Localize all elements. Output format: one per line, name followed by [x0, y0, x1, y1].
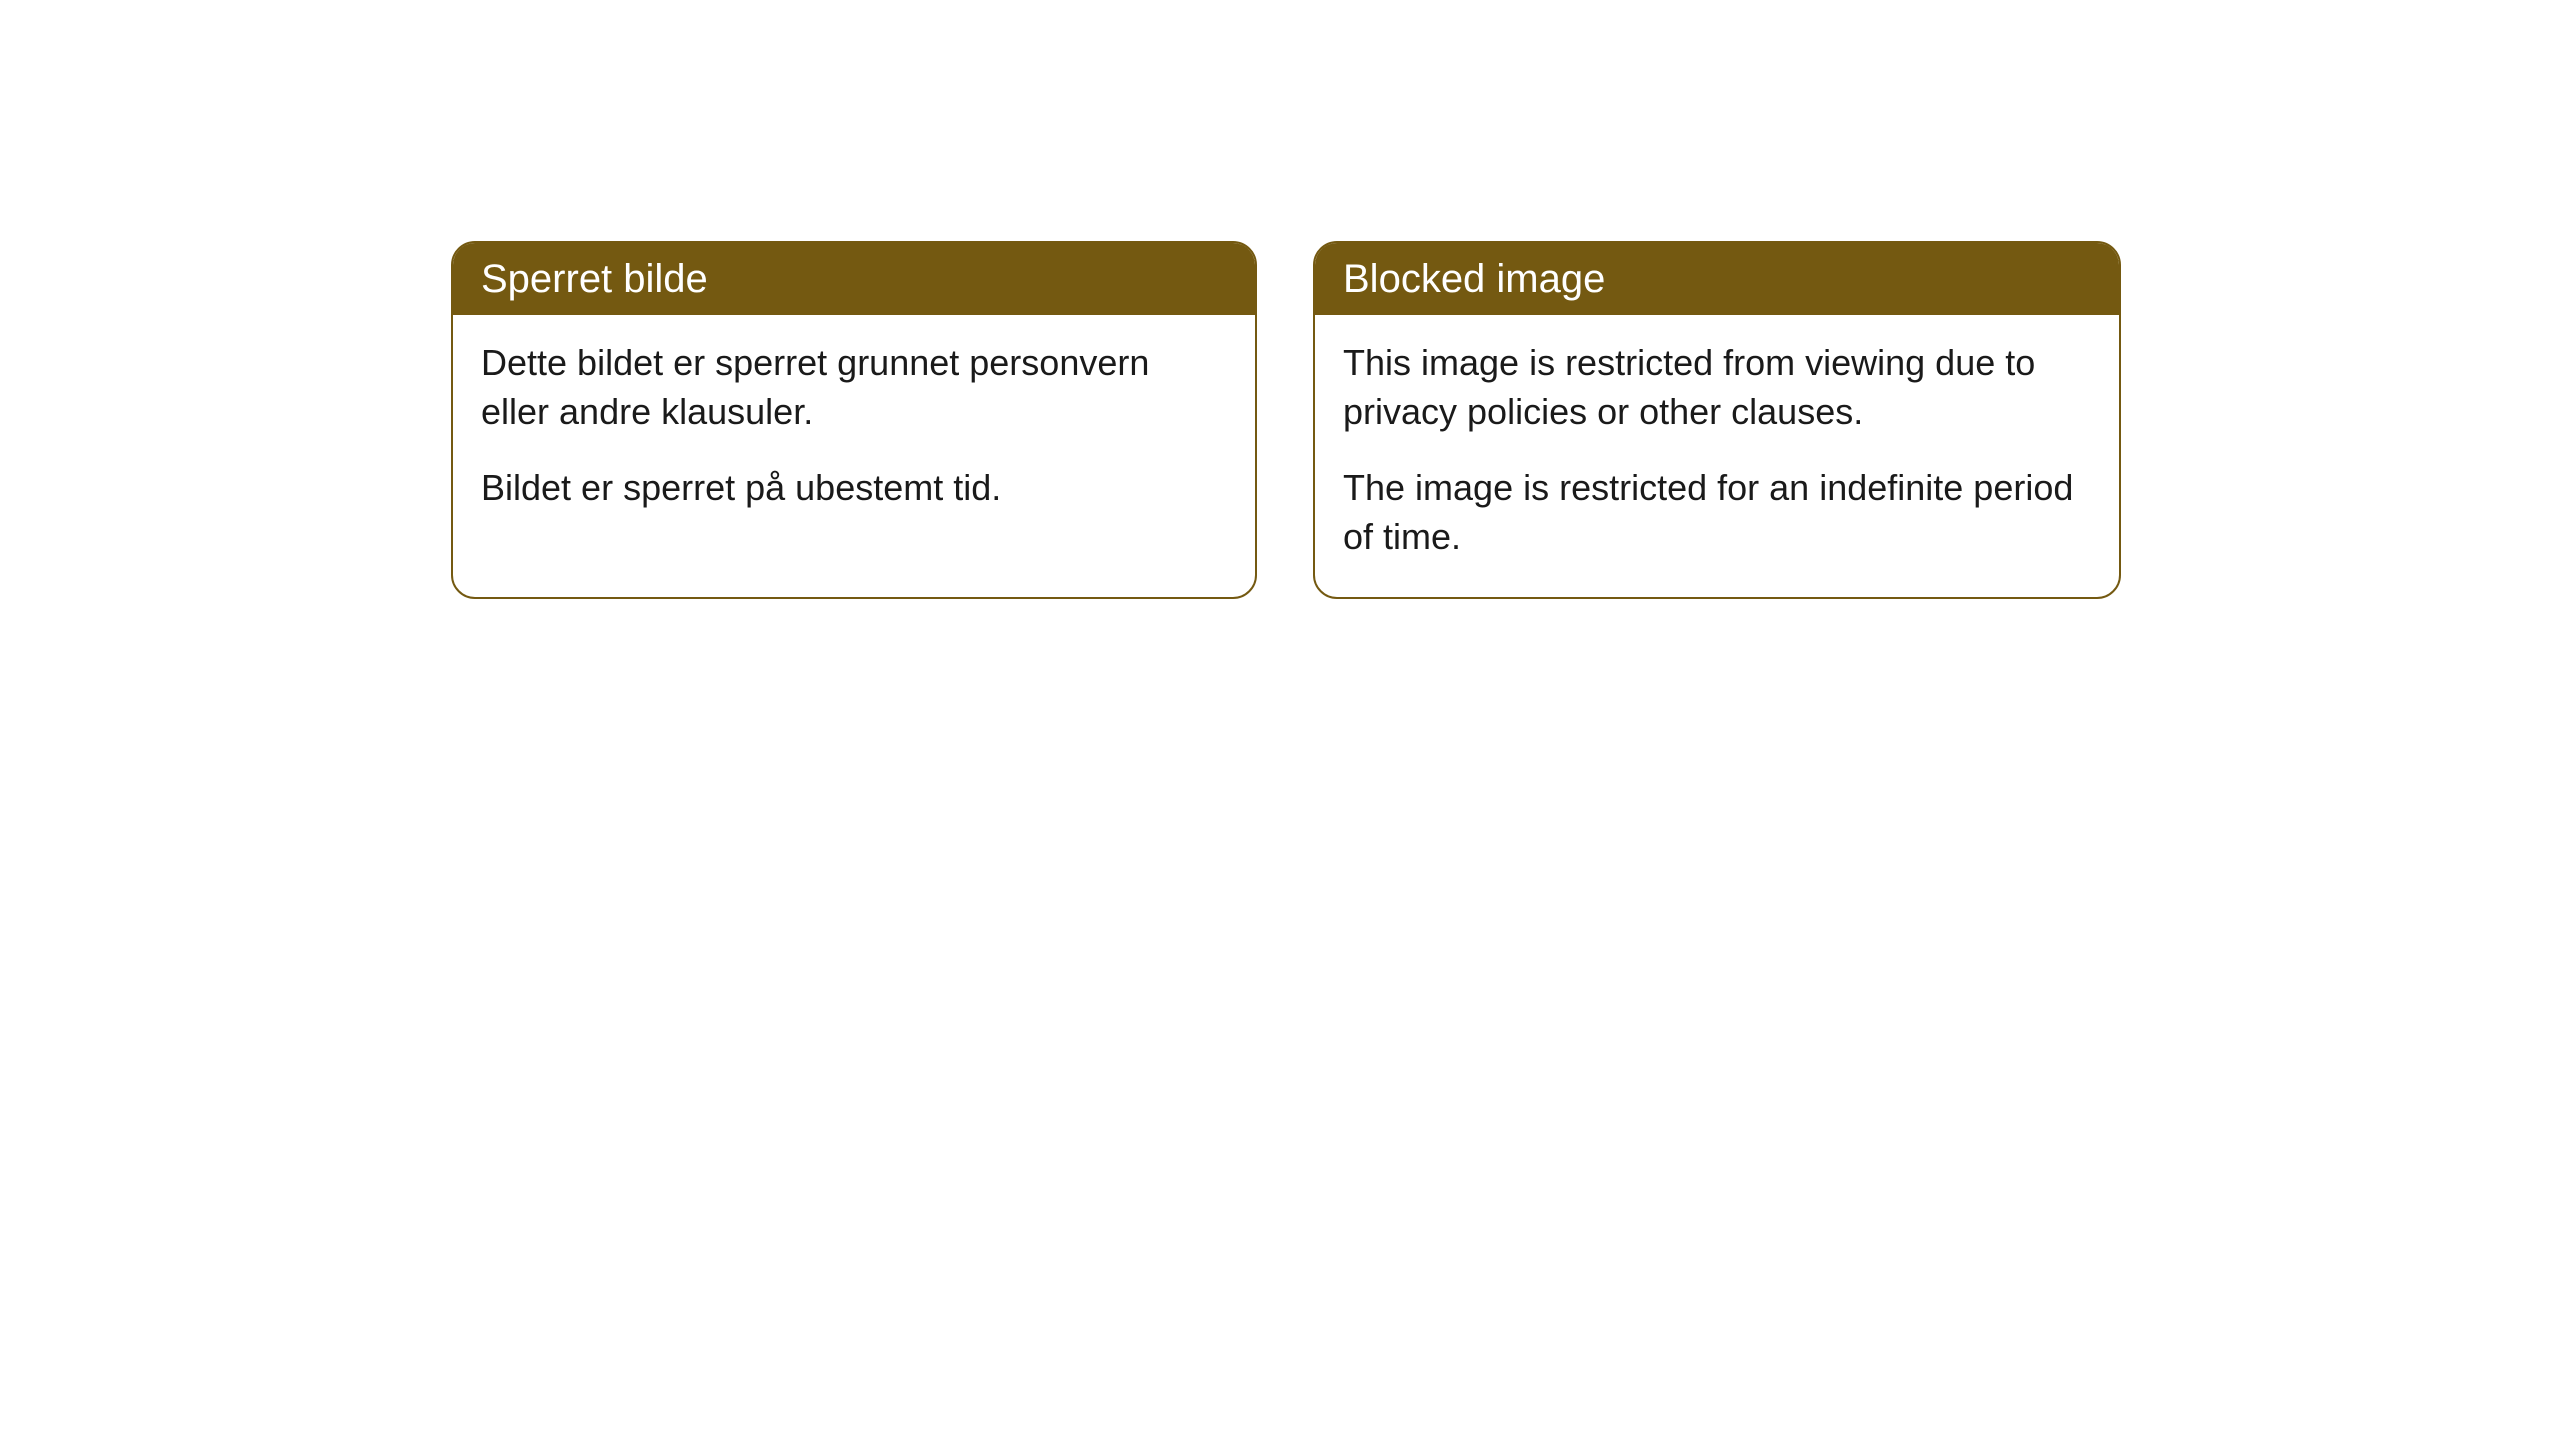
panel-text-english-2: The image is restricted for an indefinit…	[1343, 464, 2091, 561]
panel-norwegian: Sperret bilde Dette bildet er sperret gr…	[451, 241, 1257, 599]
panel-english: Blocked image This image is restricted f…	[1313, 241, 2121, 599]
panel-header-norwegian: Sperret bilde	[453, 243, 1255, 315]
panel-text-norwegian-2: Bildet er sperret på ubestemt tid.	[481, 464, 1227, 513]
panel-text-english-1: This image is restricted from viewing du…	[1343, 339, 2091, 436]
panels-container: Sperret bilde Dette bildet er sperret gr…	[451, 241, 2121, 599]
panel-body-english: This image is restricted from viewing du…	[1315, 315, 2119, 597]
panel-text-norwegian-1: Dette bildet er sperret grunnet personve…	[481, 339, 1227, 436]
panel-body-norwegian: Dette bildet er sperret grunnet personve…	[453, 315, 1255, 549]
panel-header-english: Blocked image	[1315, 243, 2119, 315]
